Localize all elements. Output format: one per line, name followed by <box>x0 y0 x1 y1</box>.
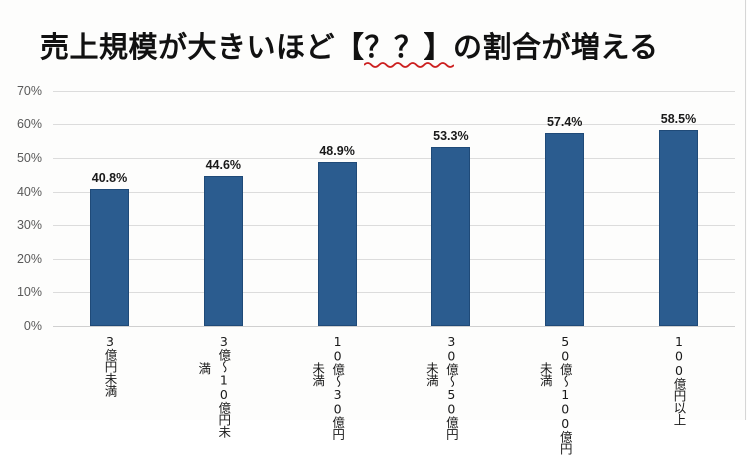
y-tick-label: 60% <box>16 117 42 131</box>
y-tick-label: 10% <box>16 285 42 299</box>
bar-30-50oku <box>431 147 471 326</box>
y-tick-label: 40% <box>16 185 42 199</box>
category-label: 3億円未満 <box>100 334 120 418</box>
gridline-70 <box>53 91 735 92</box>
bar-50-100oku <box>545 133 585 326</box>
gridline-20 <box>53 259 735 260</box>
data-label: 40.8% <box>91 171 128 186</box>
category-label-line2: 未満 <box>423 362 439 386</box>
slide-right-edge <box>745 0 746 420</box>
x-axis-baseline <box>53 326 735 327</box>
category-label-line2: 未満 <box>537 362 553 386</box>
y-tick-label: 30% <box>16 218 42 232</box>
category-label: 50億～100億円 未満 <box>535 334 575 455</box>
category-label-line1: 10億～30億円 <box>330 334 346 440</box>
title-blank: 【？？】 <box>335 30 454 64</box>
category-label-line1: 100億円以上 <box>671 334 687 426</box>
chart-title: 売上規模が大きいほど【？？】の割合が増える <box>40 27 659 67</box>
data-label: 44.6% <box>205 158 242 173</box>
wavy-underline <box>364 62 454 68</box>
gridline-60 <box>53 124 735 125</box>
category-label: 30億～50億円 未満 <box>421 334 461 440</box>
title-prefix: 売上規模が大きいほど <box>40 30 336 64</box>
title-suffix: の割合が増える <box>453 30 659 64</box>
category-label-line1: 3億～10億円未 <box>216 334 232 438</box>
bar-10-30oku <box>317 161 357 326</box>
data-label: 57.4% <box>546 115 583 130</box>
data-label: 48.9% <box>319 143 355 158</box>
bar-3-10oku <box>203 176 243 326</box>
category-label-line1: 3億円未満 <box>102 334 118 397</box>
gridline-40 <box>53 192 735 193</box>
y-tick-label: 50% <box>16 151 42 165</box>
category-label: 3億～10億円未 満 <box>193 334 233 438</box>
category-label-line1: 30億～50億円 <box>443 334 459 440</box>
y-tick-label: 20% <box>16 252 42 266</box>
gridline-50 <box>53 158 735 159</box>
bar-3oku-miman <box>90 189 129 326</box>
category-label: 10億～30億円 未満 <box>307 334 347 440</box>
y-tick-label: 0% <box>23 319 42 333</box>
bar-100oku-ijou <box>659 129 698 326</box>
gridline-30 <box>53 225 735 226</box>
category-label: 100億円以上 <box>669 334 689 426</box>
bar-chart: 70% 60% 50% 40% 30% 20% 10% 0% 40.8% 44.… <box>16 84 735 455</box>
category-label-line2: 満 <box>196 362 212 374</box>
category-label-line2: 未満 <box>310 362 326 386</box>
data-label: 53.3% <box>433 129 469 144</box>
y-tick-label: 70% <box>16 84 42 98</box>
data-label: 58.5% <box>660 111 697 126</box>
slide: 売上規模が大きいほど【？？】の割合が増える 70% 60% 50% 40% 30… <box>16 0 746 455</box>
gridline-10 <box>53 292 735 293</box>
category-label-line1: 50億～100億円 <box>557 334 573 455</box>
